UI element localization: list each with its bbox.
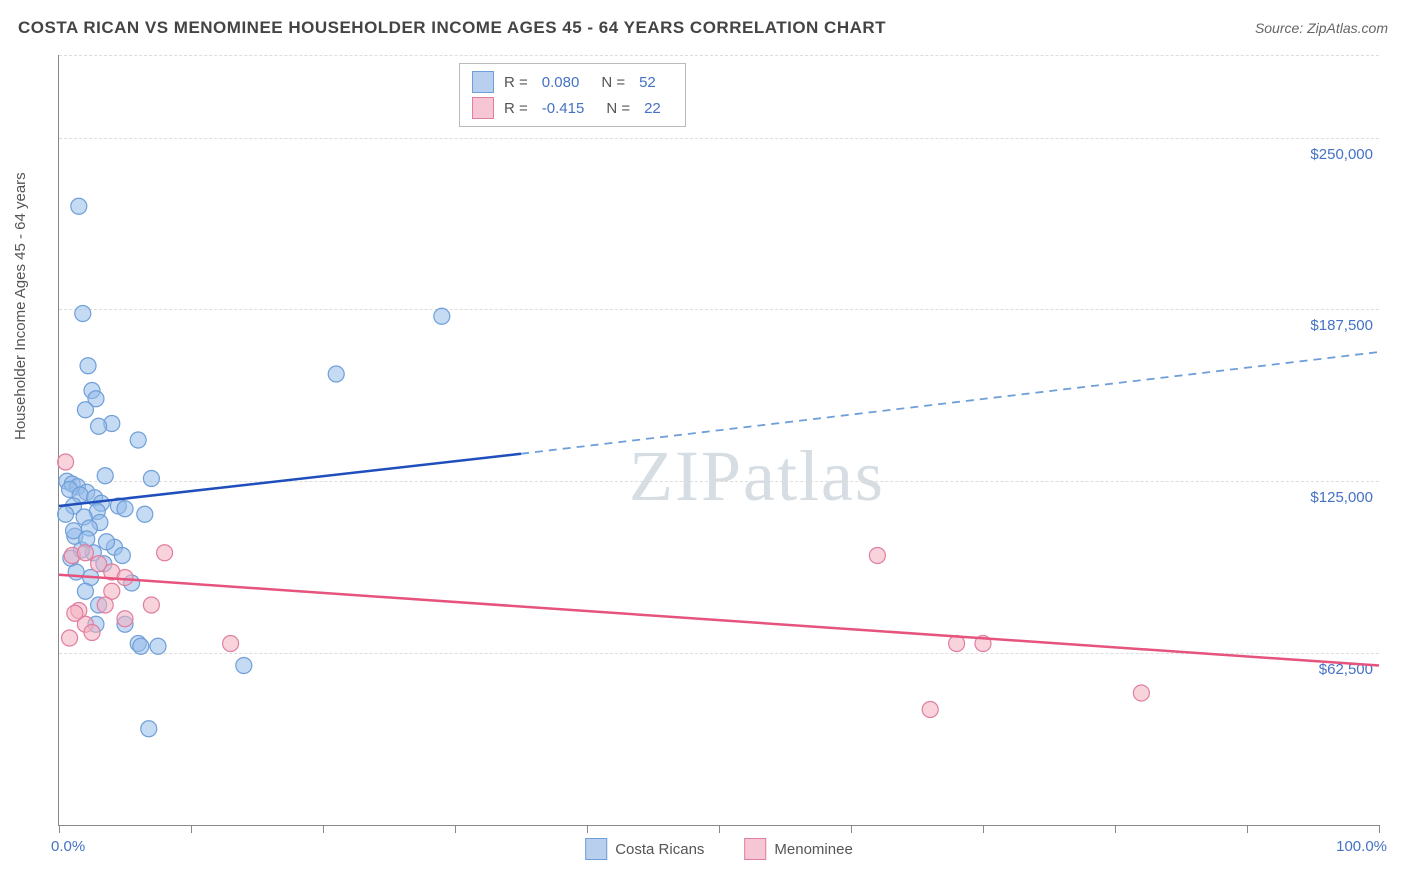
data-point xyxy=(97,597,113,613)
data-point xyxy=(434,308,450,324)
source-attribution: Source: ZipAtlas.com xyxy=(1255,20,1388,36)
data-point xyxy=(75,306,91,322)
data-point xyxy=(143,597,159,613)
data-point xyxy=(97,468,113,484)
x-axis-min-label: 0.0% xyxy=(51,838,85,855)
data-point xyxy=(141,721,157,737)
data-point xyxy=(58,454,74,470)
data-point xyxy=(62,630,78,646)
data-point xyxy=(117,501,133,517)
data-point xyxy=(91,418,107,434)
data-point xyxy=(99,534,115,550)
data-point xyxy=(77,583,93,599)
data-point xyxy=(67,605,83,621)
x-tick xyxy=(191,825,192,833)
data-point xyxy=(157,545,173,561)
data-point xyxy=(143,471,159,487)
x-tick xyxy=(983,825,984,833)
data-point xyxy=(1133,685,1149,701)
data-point xyxy=(117,611,133,627)
data-point xyxy=(77,402,93,418)
x-tick xyxy=(59,825,60,833)
x-tick xyxy=(455,825,456,833)
legend-item-menominee: Menominee xyxy=(744,838,852,860)
swatch-blue-icon xyxy=(585,838,607,860)
x-tick xyxy=(719,825,720,833)
data-point xyxy=(68,564,84,580)
x-tick xyxy=(1115,825,1116,833)
data-point xyxy=(869,548,885,564)
chart-header: COSTA RICAN VS MENOMINEE HOUSEHOLDER INC… xyxy=(18,18,1388,38)
x-tick xyxy=(323,825,324,833)
chart-plot-area: ZIPatlas $62,500$125,000$187,500$250,000… xyxy=(58,55,1379,826)
y-axis-title: Householder Income Ages 45 - 64 years xyxy=(12,172,29,440)
data-point xyxy=(117,570,133,586)
scatter-svg xyxy=(59,55,1379,825)
data-point xyxy=(133,638,149,654)
data-point xyxy=(71,198,87,214)
x-tick xyxy=(587,825,588,833)
chart-title: COSTA RICAN VS MENOMINEE HOUSEHOLDER INC… xyxy=(18,18,886,38)
data-point xyxy=(328,366,344,382)
data-point xyxy=(130,432,146,448)
data-point xyxy=(114,548,130,564)
data-point xyxy=(922,702,938,718)
data-point xyxy=(223,636,239,652)
data-point xyxy=(236,658,252,674)
x-tick xyxy=(1247,825,1248,833)
data-point xyxy=(80,358,96,374)
legend-label: Costa Ricans xyxy=(615,841,704,858)
legend-item-costa-ricans: Costa Ricans xyxy=(585,838,704,860)
data-point xyxy=(84,625,100,641)
x-tick xyxy=(1379,825,1380,833)
data-point xyxy=(58,506,74,522)
x-axis-max-label: 100.0% xyxy=(1336,838,1387,855)
data-point xyxy=(137,506,153,522)
x-tick xyxy=(851,825,852,833)
trend-line xyxy=(59,454,521,506)
data-point xyxy=(77,545,93,561)
trend-line xyxy=(59,575,1379,666)
legend-label: Menominee xyxy=(774,841,852,858)
series-legend: Costa Ricans Menominee xyxy=(585,838,853,860)
trend-line-extrapolated xyxy=(521,352,1379,454)
swatch-pink-icon xyxy=(744,838,766,860)
data-point xyxy=(150,638,166,654)
